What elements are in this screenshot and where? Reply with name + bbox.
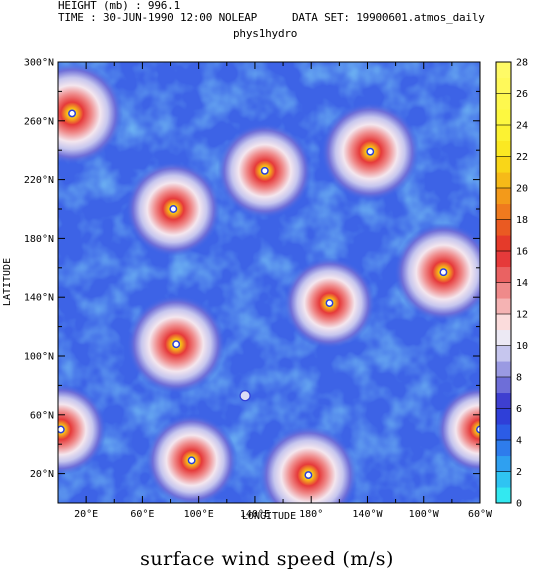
storm-1 bbox=[125, 161, 221, 257]
x-tick-label: 20°E bbox=[74, 509, 98, 520]
y-axis: 20°N 60°N 100°N 140°N 180°N 220°N 260°N 300°N bbox=[24, 58, 480, 504]
colorbar-label: 12 bbox=[516, 310, 528, 321]
storm-eye bbox=[187, 456, 196, 465]
colorbar-swatch bbox=[496, 455, 511, 472]
colorbar-label: 26 bbox=[516, 89, 528, 100]
colorbar-swatch bbox=[496, 62, 511, 79]
y-tick-label: 60°N bbox=[30, 410, 54, 421]
header-time: TIME : 30-JUN-1990 12:00 NOLEAP bbox=[58, 11, 258, 24]
storm-eye bbox=[325, 299, 334, 308]
plot-title: phys1hydro bbox=[233, 27, 298, 40]
colorbar-swatch bbox=[496, 251, 511, 268]
colorbar-label: 28 bbox=[516, 58, 528, 69]
storm-2 bbox=[217, 123, 313, 219]
colorbar-label: 0 bbox=[516, 499, 522, 510]
colorbar-swatch bbox=[496, 235, 511, 252]
colorbar-label: 22 bbox=[516, 152, 528, 163]
storm-0 bbox=[58, 62, 124, 165]
colorbar-swatch bbox=[496, 361, 511, 378]
storm-halo bbox=[58, 62, 124, 165]
header-height: HEIGHT (mb) : 996.1 bbox=[58, 0, 181, 12]
y-tick-label: 20°N bbox=[30, 469, 54, 480]
colorbar-swatch bbox=[496, 329, 511, 346]
colorbar-swatch bbox=[496, 188, 511, 205]
storm-eye bbox=[68, 109, 77, 118]
y-axis-label: LATITUDE bbox=[2, 258, 13, 306]
colorbar-label: 10 bbox=[516, 341, 528, 352]
colorbar-label: 8 bbox=[516, 373, 522, 384]
storm-eye bbox=[304, 471, 313, 480]
storm-layer bbox=[58, 62, 480, 503]
figure-caption: surface wind speed (m/s) bbox=[140, 548, 394, 570]
colorbar-swatch bbox=[496, 156, 511, 173]
colorbar-swatch bbox=[496, 314, 511, 331]
colorbar-swatch bbox=[496, 109, 511, 126]
storm-3 bbox=[320, 102, 420, 202]
colorbar-swatch bbox=[496, 424, 511, 441]
storm-halo bbox=[58, 383, 107, 476]
map-frame bbox=[57, 61, 481, 504]
colorbar-swatch bbox=[496, 377, 511, 394]
colorbar-swatch bbox=[496, 440, 511, 457]
storm-4 bbox=[394, 222, 480, 322]
colorbar-label: 6 bbox=[516, 404, 522, 415]
x-tick-label: 60°E bbox=[130, 509, 154, 520]
colorbar-swatch bbox=[496, 219, 511, 236]
colorbar-swatch bbox=[496, 172, 511, 189]
colorbar-label: 4 bbox=[516, 436, 522, 447]
colorbar-swatch bbox=[496, 282, 511, 299]
colorbar-swatch bbox=[496, 125, 511, 142]
colorbar-label: 16 bbox=[516, 247, 528, 258]
storm-halo bbox=[259, 425, 358, 503]
header-dataset: DATA SET: 19900601.atmos_daily bbox=[292, 11, 485, 24]
storm-eye bbox=[169, 205, 178, 213]
storm-eye bbox=[439, 268, 448, 277]
storm-eye bbox=[260, 166, 269, 175]
x-tick-label: 100°W bbox=[409, 509, 440, 520]
storm-halo bbox=[394, 222, 480, 322]
colorbar-swatch bbox=[496, 266, 511, 283]
colorbar-swatch bbox=[496, 140, 511, 157]
storm-7 bbox=[145, 414, 238, 503]
small-vortex bbox=[239, 390, 251, 402]
x-tick-label: 180° bbox=[299, 509, 323, 520]
colorbar-label: 2 bbox=[516, 467, 522, 478]
storm-eye bbox=[172, 340, 181, 349]
colorbar-swatch bbox=[496, 487, 511, 504]
storm-5 bbox=[283, 257, 376, 349]
storm-halo bbox=[436, 385, 480, 474]
y-tick-label: 300°N bbox=[24, 58, 54, 69]
x-axis-label: LONGITUDE bbox=[242, 511, 296, 522]
y-tick-label: 260°N bbox=[24, 116, 54, 127]
x-tick-label: 60°W bbox=[468, 509, 493, 520]
colorbar-swatch bbox=[496, 345, 511, 362]
wind-field bbox=[58, 62, 480, 503]
colorbar-label: 24 bbox=[516, 121, 528, 132]
colorbar-swatch bbox=[496, 203, 511, 220]
colorbar-swatch bbox=[496, 392, 511, 409]
x-axis: 20°E 60°E 100°E 140°E 180° 140°W 100°W 60°W bbox=[74, 62, 493, 520]
colorbar-swatch bbox=[496, 93, 511, 110]
storm-eye bbox=[366, 147, 375, 156]
colorbar-swatch bbox=[496, 408, 511, 425]
storm-8 bbox=[259, 425, 358, 503]
x-tick-label: 100°E bbox=[184, 509, 214, 520]
colorbar-swatch bbox=[496, 471, 511, 488]
storm-9 bbox=[58, 383, 107, 476]
storm-eye bbox=[58, 425, 65, 434]
y-tick-label: 100°N bbox=[24, 352, 54, 363]
colorbar-swatch bbox=[496, 77, 511, 94]
x-tick-label: 140°W bbox=[352, 509, 383, 520]
colorbar-label: 18 bbox=[516, 215, 528, 226]
colorbar-swatch bbox=[496, 298, 511, 315]
storm-6 bbox=[126, 294, 226, 394]
colorbar-label: 20 bbox=[516, 184, 528, 195]
colorbar-label: 14 bbox=[516, 278, 528, 289]
x-tick-label: 140°E bbox=[240, 509, 270, 520]
y-tick-label: 180°N bbox=[24, 234, 54, 245]
y-tick-label: 220°N bbox=[24, 175, 54, 186]
y-tick-label: 140°N bbox=[24, 293, 54, 304]
